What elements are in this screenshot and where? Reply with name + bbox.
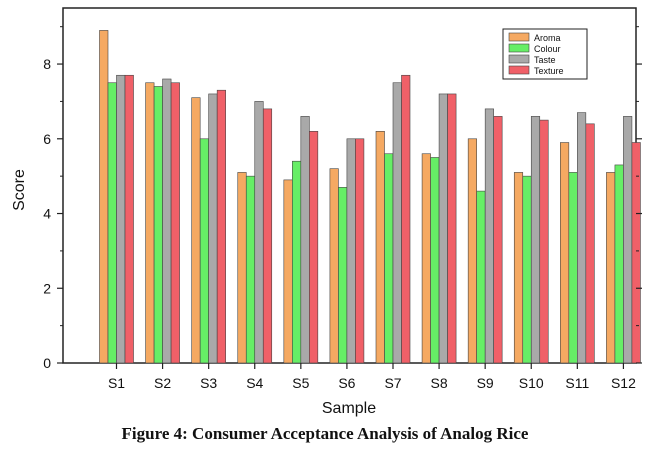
bar-aroma-s7 bbox=[375, 131, 385, 364]
x-tick-label: S9 bbox=[477, 375, 494, 391]
x-axis-ticks: S1 S2 S3 S4 S5 S6 S7 S8 S9 S10 S11 S12 bbox=[108, 363, 636, 391]
y-tick-label: 4 bbox=[43, 206, 51, 222]
legend-swatch-taste bbox=[508, 54, 530, 64]
bar-taste-s6 bbox=[346, 138, 356, 364]
x-tick-label: S4 bbox=[246, 375, 263, 391]
bar-taste-s8 bbox=[438, 93, 448, 364]
bar-colour-s7 bbox=[384, 153, 394, 364]
bar-aroma-s3 bbox=[191, 97, 201, 364]
bar-taste-s2 bbox=[162, 78, 172, 364]
bar-colour-s10 bbox=[522, 175, 532, 364]
x-tick-label: S5 bbox=[292, 375, 309, 391]
x-tick-label: S1 bbox=[108, 375, 125, 391]
x-tick-label: S2 bbox=[154, 375, 171, 391]
bar-colour-s4 bbox=[245, 175, 256, 364]
bars bbox=[99, 30, 641, 364]
bar-texture-s1 bbox=[124, 74, 134, 364]
bar-taste-s10 bbox=[530, 116, 541, 364]
bar-taste-s1 bbox=[116, 74, 126, 364]
y-axis-ticks: 0 2 4 6 8 bbox=[43, 26, 642, 371]
bar-aroma-s10 bbox=[513, 172, 524, 364]
y-axis-label: Score bbox=[11, 169, 28, 211]
x-tick-label: S12 bbox=[611, 375, 636, 391]
bar-aroma-s9 bbox=[467, 138, 477, 364]
bar-taste-s4 bbox=[254, 101, 264, 364]
bar-aroma-s12 bbox=[606, 172, 616, 364]
bar-texture-s3 bbox=[216, 89, 226, 364]
legend-label-taste: Taste bbox=[534, 55, 556, 65]
bar-taste-s7 bbox=[392, 82, 402, 364]
bar-taste-s3 bbox=[208, 93, 218, 364]
x-tick-label: S3 bbox=[200, 375, 217, 391]
bar-taste-s11 bbox=[577, 112, 587, 364]
bar-texture-s5 bbox=[309, 131, 319, 364]
legend-swatch-colour bbox=[508, 43, 530, 53]
bar-texture-s9 bbox=[493, 116, 503, 364]
x-tick-label: S8 bbox=[431, 375, 448, 391]
y-tick-label: 0 bbox=[43, 355, 51, 371]
x-tick-label: S11 bbox=[565, 375, 589, 391]
bar-texture-s7 bbox=[401, 74, 411, 364]
x-tick-label: S10 bbox=[519, 375, 544, 391]
bar-colour-s12 bbox=[614, 164, 624, 364]
bar-aroma-s2 bbox=[145, 82, 155, 364]
bar-colour-s2 bbox=[153, 86, 163, 364]
bar-texture-s10 bbox=[539, 119, 549, 364]
figure-caption: Figure 4: Consumer Acceptance Analysis o… bbox=[121, 424, 529, 443]
legend-label-aroma: Aroma bbox=[534, 33, 561, 43]
bar-texture-s4 bbox=[262, 108, 273, 364]
legend-swatch-texture bbox=[508, 65, 530, 75]
y-tick-label: 6 bbox=[43, 131, 51, 147]
bar-colour-s5 bbox=[292, 160, 302, 364]
legend-label-colour: Colour bbox=[534, 44, 561, 54]
legend-swatch-aroma bbox=[508, 32, 530, 42]
bar-texture-s11 bbox=[585, 123, 595, 364]
bar-aroma-s6 bbox=[329, 168, 339, 364]
y-tick-label: 8 bbox=[43, 56, 51, 72]
bar-aroma-s4 bbox=[237, 172, 247, 364]
x-tick-label: S7 bbox=[384, 375, 401, 391]
x-axis-label: Sample bbox=[322, 400, 376, 417]
bar-taste-s9 bbox=[484, 108, 494, 364]
bar-colour-s9 bbox=[476, 190, 486, 364]
bar-aroma-s8 bbox=[421, 153, 431, 364]
bar-aroma-s1 bbox=[99, 30, 109, 364]
x-tick-label: S6 bbox=[338, 375, 355, 391]
bar-colour-s8 bbox=[430, 157, 440, 364]
bar-aroma-s11 bbox=[560, 142, 570, 364]
bar-colour-s3 bbox=[199, 138, 209, 364]
bar-taste-s12 bbox=[623, 116, 633, 364]
bar-texture-s6 bbox=[355, 138, 365, 364]
y-tick-label: 2 bbox=[43, 280, 51, 296]
bar-texture-s8 bbox=[447, 93, 457, 364]
bar-texture-s2 bbox=[170, 82, 180, 364]
bar-aroma-s5 bbox=[283, 179, 293, 364]
bar-colour-s6 bbox=[338, 187, 348, 364]
legend-label-texture: Texture bbox=[534, 66, 564, 76]
bar-colour-s11 bbox=[568, 172, 578, 364]
bar-texture-s12 bbox=[631, 142, 641, 364]
bar-taste-s5 bbox=[300, 116, 310, 364]
bar-colour-s1 bbox=[107, 82, 117, 364]
